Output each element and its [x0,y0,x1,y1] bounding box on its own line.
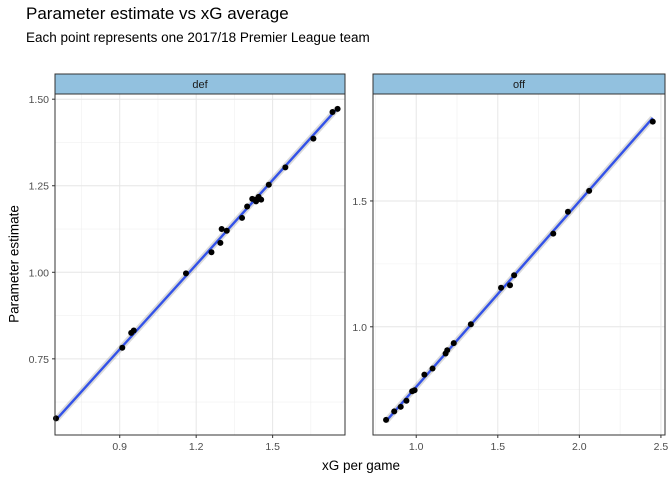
data-point [444,347,451,354]
y-tick-label: 1.0 [352,322,367,334]
data-point [182,270,189,277]
y-tick-label: 1.00 [29,267,50,279]
chart-subtitle: Each point represents one 2017/18 Premie… [26,30,370,45]
data-point [258,196,265,203]
data-point [239,214,246,221]
data-point [550,230,557,237]
data-point [130,327,137,334]
data-point [223,227,230,234]
y-tick-label: 1.50 [29,94,50,106]
y-axis-label: Parameter estimate [6,205,22,323]
x-tick-label: 2.5 [654,441,669,453]
x-tick-label: 1.2 [189,441,204,453]
y-tick-label: 0.75 [29,354,50,366]
x-tick-label: 1.5 [265,441,280,453]
data-point [397,403,404,410]
panel-border-off [372,93,666,436]
panel-border-def [54,93,346,436]
data-point [511,272,518,279]
data-point [403,397,410,404]
facet-strip-label-def: def [192,79,208,91]
x-tick-label: 1.5 [490,441,505,453]
x-tick-label: 1.0 [409,441,424,453]
fit-line-def [55,107,339,421]
data-point [586,187,593,194]
data-point [208,249,215,256]
data-point [411,387,418,394]
data-point [450,340,457,347]
data-point [564,208,571,215]
data-point [244,203,251,210]
data-point [383,416,390,423]
data-point [265,181,272,188]
data-point [334,105,341,112]
y-tick-label: 1.25 [29,181,50,193]
facet-strip-label-off: off [513,79,526,91]
data-point [429,365,436,372]
data-point [507,282,514,289]
x-tick-label: 2.0 [572,441,587,453]
data-point [282,164,289,171]
data-point [498,284,505,291]
data-point [310,135,317,142]
data-point [218,226,225,233]
data-point [217,239,224,246]
data-point [329,109,336,116]
data-point [649,118,656,125]
chart-title: Parameter estimate vs xG average [26,4,289,23]
x-axis-label: xG per game [321,458,401,473]
y-tick-label: 1.5 [352,196,367,208]
data-point [467,321,474,328]
x-tick-label: 0.9 [112,441,127,453]
data-point [421,371,428,378]
data-point [53,415,60,422]
data-point [119,344,126,351]
data-point [391,408,398,415]
